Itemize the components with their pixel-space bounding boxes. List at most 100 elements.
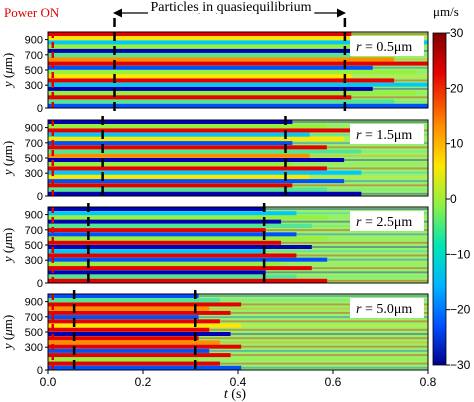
velocity-stripe-tail <box>219 362 428 365</box>
velocity-stripe <box>48 215 328 220</box>
velocity-stripe <box>48 306 210 311</box>
velocity-stripe-tail <box>309 175 428 178</box>
velocity-stripe <box>48 145 327 150</box>
velocity-stripe-tail <box>292 163 428 166</box>
velocity-stripe-tail <box>361 192 428 195</box>
panel-4: r = 5.0μm 0 300 500 700 900 y (μm) <box>0 290 429 377</box>
velocity-stripe <box>48 353 231 358</box>
velocity-stripe <box>48 191 362 196</box>
velocity-stripe <box>48 298 220 303</box>
panel-1: r = 0.5μm 0 300 500 700 900 y (μm) <box>0 18 429 115</box>
velocity-stripe <box>48 166 327 171</box>
velocity-stripe <box>48 149 362 154</box>
velocity-stripe-tail <box>326 188 428 191</box>
velocity-stripe-tail <box>198 295 428 297</box>
velocity-stripe <box>48 228 266 233</box>
velocity-stripe-tail <box>415 92 428 95</box>
heatmap-panels: r = 0.5μm 0 300 500 700 900 y (μm) r = 1.5μm 0 30… <box>0 18 437 389</box>
y-axis-label: y (μm) <box>0 315 15 351</box>
velocity-stripe <box>48 274 297 279</box>
velocity-stripe <box>48 153 310 158</box>
y-tick-label: 0 <box>37 365 43 377</box>
velocity-stripe <box>48 315 199 320</box>
velocity-stripe <box>48 57 395 62</box>
velocity-stripe <box>48 261 282 266</box>
velocity-stripe <box>48 270 266 275</box>
velocity-stripe <box>48 219 282 224</box>
velocity-stripe-tail <box>219 341 428 344</box>
y-tick-label: 700 <box>25 138 43 150</box>
x-tick-label: 0.6 <box>325 375 342 389</box>
velocity-stripe <box>48 310 231 315</box>
velocity-stripe-tail <box>361 171 428 174</box>
x-axis-label: t (s) <box>224 387 247 402</box>
velocity-stripe-tail <box>326 146 428 149</box>
velocity-stripe <box>48 120 293 125</box>
y-tick-label: 700 <box>25 50 43 62</box>
velocity-stripe-tail <box>292 121 428 123</box>
velocity-stripe <box>48 53 352 58</box>
velocity-stripe-tail <box>265 208 428 210</box>
velocity-stripe <box>48 179 345 184</box>
velocity-stripe <box>48 174 310 179</box>
velocity-stripe-tail <box>372 66 428 69</box>
radius-label: r = 2.5μm <box>356 215 412 230</box>
velocity-stripe <box>48 232 297 237</box>
velocity-stripe <box>48 332 231 337</box>
velocity-stripe-tail <box>296 275 428 278</box>
velocity-stripe-tail <box>265 271 428 274</box>
velocity-stripe <box>48 323 242 328</box>
velocity-stripe-tail <box>209 349 428 352</box>
velocity-stripe <box>48 253 297 258</box>
velocity-stripe-tail <box>198 316 428 319</box>
velocity-stripe <box>48 249 266 254</box>
colorbar-tick-label: −20 <box>450 303 471 317</box>
y-tick-label: 0 <box>37 278 43 290</box>
radius-label-box <box>350 124 424 144</box>
colorbar-tick-label: −30 <box>450 358 471 372</box>
velocity-stripe-tail <box>327 237 428 240</box>
y-tick-label: 300 <box>25 342 43 354</box>
y-axis-label: y (μm) <box>0 53 15 89</box>
velocity-stripe-tail <box>281 262 428 265</box>
velocity-stripe <box>48 86 373 91</box>
radius-label: r = 1.5μm <box>356 128 412 143</box>
velocity-stripe <box>48 124 327 129</box>
velocity-stripe <box>48 74 352 79</box>
colorbar-ticks: 30 20 10 0 −10 −20 −30 <box>446 26 471 372</box>
velocity-stripe <box>48 141 293 146</box>
velocity-stripe-tail <box>241 345 428 348</box>
velocity-stripe <box>48 223 312 228</box>
velocity-stripe-tail <box>219 320 428 323</box>
velocity-stripe <box>48 183 293 188</box>
velocity-stripe <box>48 207 266 212</box>
velocity-stripe-tail <box>309 154 428 157</box>
velocity-stripe <box>48 103 428 108</box>
y-tick-label: 700 <box>25 225 43 237</box>
y-axis-label: y (μm) <box>0 228 15 264</box>
power-on-label: Power ON <box>4 5 60 20</box>
velocity-stripe <box>48 319 220 324</box>
velocity-stripe <box>48 36 395 41</box>
y-tick-label: 300 <box>25 255 43 267</box>
colorbar-tick-label: −10 <box>450 247 471 261</box>
velocity-stripe <box>48 132 310 137</box>
velocity-stripe <box>48 336 199 341</box>
velocity-stripe-tail <box>344 159 428 161</box>
colorbar-tick-label: 20 <box>450 81 464 95</box>
velocity-stripe <box>48 187 327 192</box>
colorbar-gradient <box>432 32 447 366</box>
y-tick-label: 900 <box>25 297 43 309</box>
velocity-stripe <box>48 32 352 37</box>
velocity-stripe <box>48 70 416 75</box>
velocity-stripe-tail <box>327 258 428 261</box>
velocity-stripe-tail <box>292 184 428 187</box>
velocity-stripe <box>48 257 328 262</box>
velocity-stripe <box>48 170 362 175</box>
velocity-stripe <box>48 340 220 345</box>
y-tick-label: 300 <box>25 80 43 92</box>
y-tick-label: 900 <box>25 210 43 222</box>
velocity-stripe-tail <box>344 180 428 183</box>
velocity-stripe-tail <box>265 229 428 232</box>
velocity-stripe-tail <box>394 58 428 61</box>
